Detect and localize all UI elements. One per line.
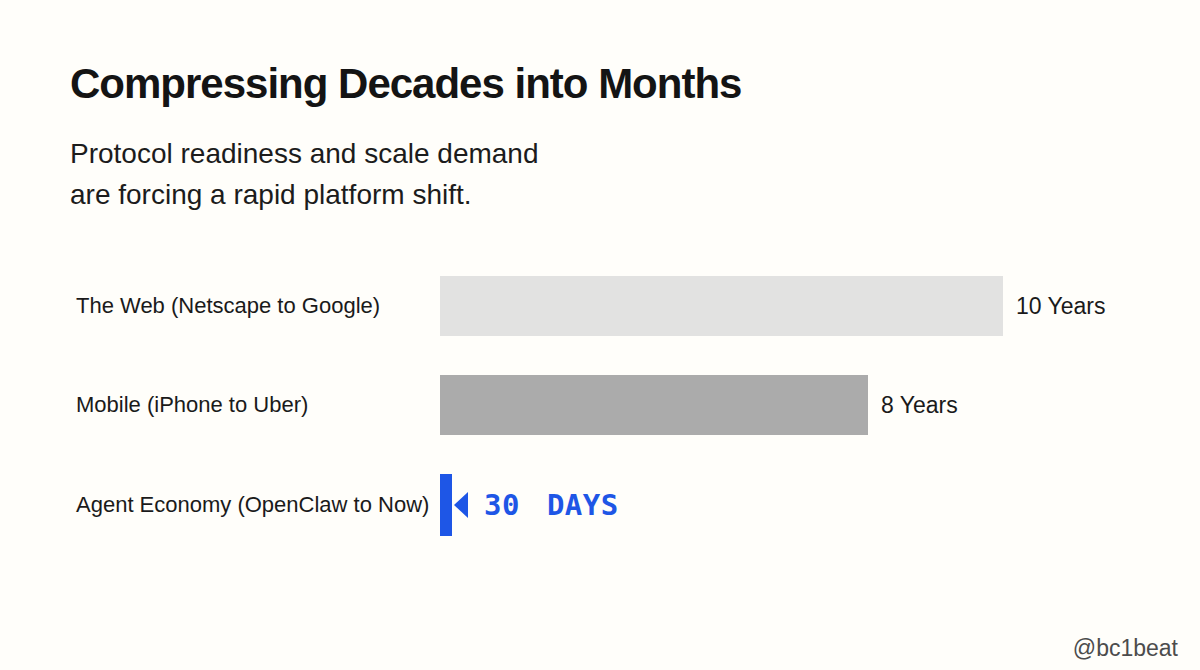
icon-vertical-bar	[440, 474, 452, 536]
category-label-mobile: Mobile (iPhone to Uber)	[76, 392, 440, 418]
value-label-agent: 30 DAYS	[484, 488, 619, 522]
chart-row-web: The Web (Netscape to Google) 10 Years	[0, 276, 1200, 336]
watermark: @bc1beat	[1073, 635, 1178, 662]
skip-to-start-icon	[440, 474, 468, 536]
chart-row-agent: Agent Economy (OpenClaw to Now) 30 DAYS	[0, 474, 1200, 536]
page-title: Compressing Decades into Months	[70, 60, 741, 108]
category-label-agent: Agent Economy (OpenClaw to Now)	[76, 492, 440, 518]
slide: Compressing Decades into Months Protocol…	[0, 0, 1200, 670]
chart-row-mobile: Mobile (iPhone to Uber) 8 Years	[0, 375, 1200, 435]
icon-left-triangle	[454, 492, 468, 518]
page-subtitle: Protocol readiness and scale demand are …	[70, 133, 539, 215]
bar-mobile	[440, 375, 868, 435]
subtitle-line-2: are forcing a rapid platform shift.	[70, 174, 539, 215]
category-label-web: The Web (Netscape to Google)	[76, 293, 440, 319]
bar-web	[440, 276, 1003, 336]
subtitle-line-1: Protocol readiness and scale demand	[70, 133, 539, 174]
value-label-web: 10 Years	[1016, 293, 1106, 320]
value-label-mobile: 8 Years	[881, 392, 958, 419]
